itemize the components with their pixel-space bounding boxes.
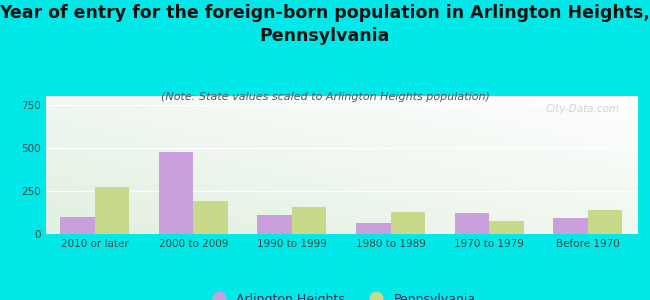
- Bar: [292, 207, 326, 234]
- Text: (Note: State values scaled to Arlington Heights population): (Note: State values scaled to Arlington …: [161, 92, 489, 101]
- Text: Year of entry for the foreign-born population in Arlington Heights,
Pennsylvania: Year of entry for the foreign-born popul…: [0, 4, 650, 45]
- Bar: [257, 215, 292, 234]
- Bar: [356, 223, 391, 234]
- Bar: [194, 201, 228, 234]
- Text: City-Data.com: City-Data.com: [545, 104, 619, 114]
- Bar: [60, 217, 95, 234]
- Bar: [391, 212, 425, 234]
- Bar: [588, 210, 622, 234]
- Bar: [159, 152, 194, 234]
- Bar: [489, 221, 524, 234]
- Bar: [95, 188, 129, 234]
- Bar: [553, 218, 588, 234]
- Legend: Arlington Heights, Pennsylvania: Arlington Heights, Pennsylvania: [202, 287, 481, 300]
- Bar: [454, 213, 489, 234]
